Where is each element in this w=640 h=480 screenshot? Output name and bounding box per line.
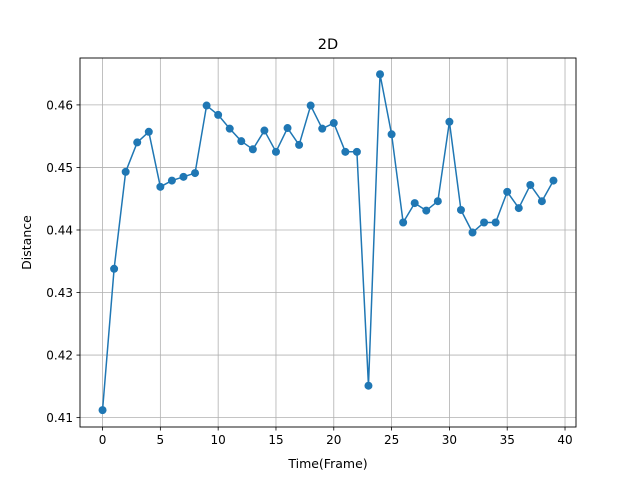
- data-point: [260, 126, 269, 135]
- data-point: [537, 197, 546, 206]
- data-point: [98, 406, 107, 415]
- y-tick-label: 0.44: [46, 223, 73, 237]
- x-tick-label: 15: [268, 433, 283, 447]
- y-tick-label: 0.45: [46, 161, 73, 175]
- tick-layer: 0 5 10 15 20 25 30 35 40 0.41 0.42 0.43 0.44 0.45 0.46: [46, 98, 572, 447]
- x-tick-label: 20: [326, 433, 341, 447]
- data-point: [526, 180, 535, 189]
- data-point: [410, 199, 419, 208]
- plot-frame: [79, 57, 577, 428]
- data-point: [237, 137, 246, 146]
- x-tick-label: 35: [500, 433, 515, 447]
- data-point: [179, 172, 188, 181]
- data-point: [341, 147, 350, 156]
- chart-title: 2D: [318, 37, 338, 53]
- x-tick-label: 30: [442, 433, 457, 447]
- x-tick-label: 10: [211, 433, 226, 447]
- data-point: [422, 206, 431, 215]
- data-point: [445, 117, 454, 126]
- y-tick-label: 0.43: [46, 286, 73, 300]
- x-tick-label: 0: [99, 433, 107, 447]
- data-point: [110, 264, 119, 273]
- data-point: [480, 218, 489, 227]
- data-point: [468, 228, 477, 237]
- data-point: [364, 381, 373, 390]
- data-point: [491, 218, 500, 227]
- data-point: [271, 147, 280, 156]
- data-point: [191, 169, 200, 178]
- data-point: [387, 130, 396, 139]
- x-tick-label: 25: [384, 433, 399, 447]
- data-point: [156, 182, 165, 191]
- data-point: [399, 218, 408, 227]
- y-tick-label: 0.46: [46, 98, 73, 112]
- data-point: [248, 145, 257, 154]
- y-tick-label: 0.41: [46, 411, 73, 425]
- data-point: [121, 167, 130, 176]
- data-point: [144, 127, 153, 136]
- data-point: [318, 124, 327, 133]
- series-line: [101, 73, 555, 411]
- y-tick-label: 0.42: [46, 349, 73, 363]
- data-point: [514, 204, 523, 213]
- data-point: [283, 124, 292, 133]
- data-point: [225, 124, 234, 133]
- series-layer: [98, 70, 558, 415]
- data-point: [167, 176, 176, 185]
- data-point: [329, 119, 338, 128]
- data-point: [133, 138, 142, 147]
- data-point: [376, 70, 385, 79]
- data-point: [214, 110, 223, 119]
- data-point: [433, 197, 442, 206]
- data-point: [456, 205, 465, 214]
- data-point: [202, 101, 211, 110]
- data-point: [306, 101, 315, 110]
- data-point: [549, 176, 558, 185]
- data-point: [503, 187, 512, 196]
- x-tick-label: 40: [557, 433, 572, 447]
- data-point: [295, 140, 304, 149]
- x-tick-label: 5: [157, 433, 165, 447]
- y-axis-label: Distance: [19, 215, 34, 270]
- data-point: [352, 147, 361, 156]
- grid-layer: [80, 58, 576, 427]
- x-axis-label: Time(Frame): [287, 456, 367, 471]
